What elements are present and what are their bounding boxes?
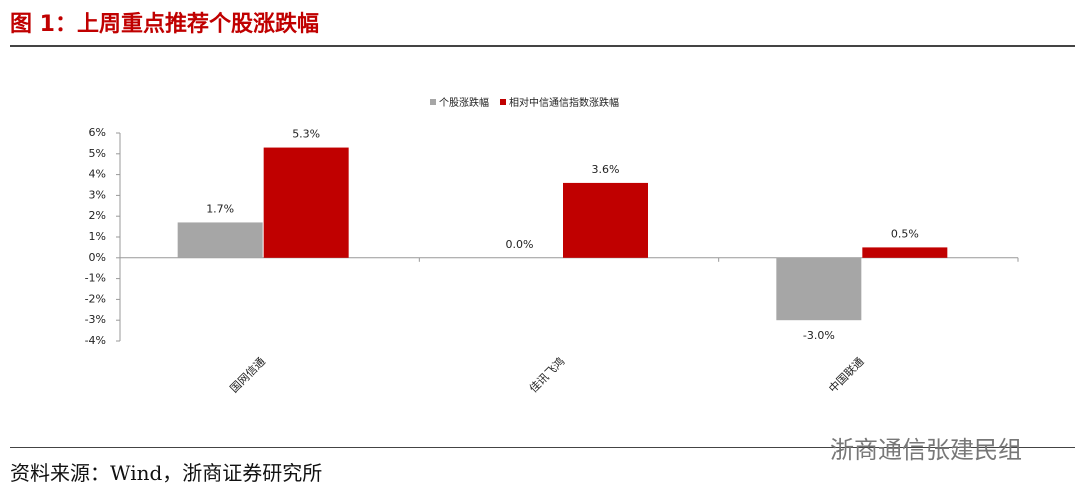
bar	[563, 182, 648, 258]
bar	[177, 222, 263, 258]
y-tick-label: -4%	[85, 334, 106, 347]
x-tick-label: 佳讯飞鸿	[526, 354, 567, 395]
y-tick-label: 3%	[89, 188, 106, 201]
y-tick-label: 1%	[89, 230, 106, 243]
bar	[776, 257, 862, 321]
value-label: 0.5%	[891, 227, 919, 240]
y-tick-label: 5%	[89, 147, 106, 160]
legend-label: 相对中信通信指数涨跌幅	[509, 96, 619, 109]
watermark: 浙商通信张建民组	[830, 436, 1022, 464]
x-tick-label: 国网信通	[228, 355, 268, 395]
y-tick-label: -1%	[85, 272, 106, 285]
legend-swatch	[500, 99, 506, 105]
y-tick-label: 2%	[89, 209, 106, 222]
y-tick-label: 4%	[89, 168, 106, 181]
x-tick-label: 中国联通	[826, 355, 866, 395]
y-tick-label: -3%	[85, 313, 106, 326]
value-label: 5.3%	[292, 128, 320, 141]
y-tick-label: 0%	[89, 251, 106, 264]
figure-title: 图 1：上周重点推荐个股涨跌幅	[10, 12, 319, 37]
footer-rule	[10, 447, 1075, 448]
legend-swatch	[430, 99, 436, 105]
y-tick-label: -2%	[85, 292, 106, 305]
title-rule	[10, 45, 1075, 47]
legend-label: 个股涨跌幅	[439, 96, 489, 109]
chart: -4% -3% -2% -1% 0% 1% 2% 3% 4% 5% 6% 个股涨跌幅 相对中信通信指数涨…	[85, 96, 1019, 395]
value-label: 0.0%	[506, 238, 534, 251]
source-note: 资料来源：Wind，浙商证券研究所	[10, 461, 323, 485]
value-label: 3.6%	[592, 163, 620, 176]
value-label: -3.0%	[803, 329, 835, 342]
y-tick-label: 6%	[89, 126, 106, 139]
bar	[862, 247, 948, 258]
value-label: 1.7%	[206, 202, 234, 215]
bar	[263, 147, 349, 258]
